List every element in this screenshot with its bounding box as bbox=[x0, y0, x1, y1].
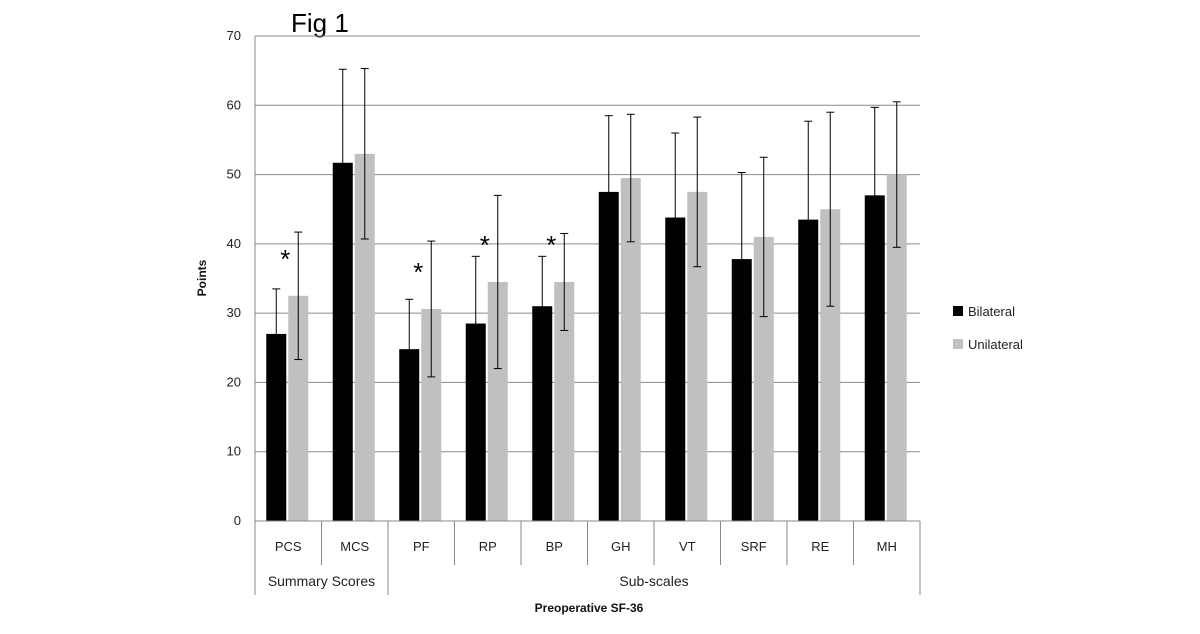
y-axis-title: Points bbox=[195, 259, 209, 296]
x-group-label-0: Summary Scores bbox=[268, 573, 375, 589]
y-tick-label-70: 70 bbox=[227, 28, 241, 43]
bar-unilateral-vt bbox=[687, 191, 708, 521]
legend-label-unilateral: Unilateral bbox=[968, 337, 1023, 352]
x-axis: PCS MCS PF RP BP GH VT SRF RE MH Summary Scores Sub… bbox=[254, 36, 921, 595]
x-tick-label-pf: PF bbox=[413, 539, 430, 554]
x-tick-label-bp: BP bbox=[546, 539, 563, 554]
bar-bilateral-re bbox=[798, 219, 819, 521]
bar-bilateral-mh bbox=[864, 195, 885, 521]
error-bar-bilateral-srf bbox=[737, 171, 746, 347]
x-axis-title: Preoperative SF-36 bbox=[535, 601, 644, 615]
bar-unilateral-mh bbox=[886, 174, 907, 522]
error-bar-bilateral-pf bbox=[405, 298, 414, 400]
error-bar-unilateral-mh bbox=[892, 101, 901, 248]
x-tick-label-mh: MH bbox=[877, 539, 897, 554]
bar-bilateral-pf bbox=[399, 349, 420, 521]
error-bar-bilateral-mcs bbox=[338, 68, 347, 257]
bar-bilateral-rp bbox=[465, 323, 486, 521]
y-tick-label-20: 20 bbox=[227, 374, 241, 389]
y-axis-ticks: 0 10 20 30 40 50 60 70 bbox=[227, 28, 241, 528]
y-tick-label-60: 60 bbox=[227, 97, 241, 112]
bar-unilateral-rp bbox=[487, 281, 508, 521]
x-tick-label-rp: RP bbox=[479, 539, 497, 554]
significance-marker-bp: * bbox=[546, 230, 556, 260]
error-bar-bilateral-gh bbox=[604, 115, 613, 269]
bar-unilateral-mcs bbox=[354, 153, 375, 522]
legend-swatch-bilateral bbox=[953, 306, 963, 316]
error-bar-bilateral-pcs bbox=[272, 288, 281, 380]
bar-unilateral-pf bbox=[421, 308, 442, 521]
error-bar-unilateral-vt bbox=[693, 116, 702, 268]
significance-marker-pf: * bbox=[413, 257, 423, 287]
bar-unilateral-pcs bbox=[288, 295, 309, 521]
x-tick-label-pcs: PCS bbox=[275, 539, 302, 554]
significance-marker-pcs: * bbox=[280, 244, 290, 274]
bar-bilateral-gh bbox=[598, 191, 619, 521]
x-tick-label-srf: SRF bbox=[741, 539, 767, 554]
error-bar-bilateral-rp bbox=[471, 255, 480, 392]
significance-marker-rp: * bbox=[480, 230, 490, 260]
error-bar-bilateral-re bbox=[804, 120, 813, 319]
error-bar-unilateral-srf bbox=[759, 156, 768, 318]
x-group-label-1: Sub-scales bbox=[619, 573, 688, 589]
bar-bilateral-bp bbox=[532, 306, 553, 521]
bar-bilateral-vt bbox=[665, 217, 686, 521]
error-bar-unilateral-bp bbox=[560, 232, 569, 331]
bar-unilateral-gh bbox=[620, 178, 641, 522]
y-tick-label-30: 30 bbox=[227, 305, 241, 320]
legend-item-unilateral: Unilateral bbox=[953, 337, 1023, 352]
error-bar-bilateral-vt bbox=[671, 132, 680, 303]
error-bar-unilateral-pf bbox=[427, 240, 436, 378]
bars bbox=[266, 153, 907, 522]
error-bar-bilateral-mh bbox=[870, 106, 879, 284]
bar-bilateral-mcs bbox=[332, 162, 353, 522]
y-tick-label-0: 0 bbox=[234, 513, 241, 528]
y-tick-label-10: 10 bbox=[227, 444, 241, 459]
legend-swatch-unilateral bbox=[953, 339, 963, 349]
bar-unilateral-srf bbox=[753, 236, 774, 521]
significance-markers: * * * * bbox=[280, 230, 556, 287]
y-tick-label-40: 40 bbox=[227, 236, 241, 251]
error-bars bbox=[272, 68, 901, 400]
chart-title: Fig 1 bbox=[291, 8, 349, 38]
y-tick-label-50: 50 bbox=[227, 167, 241, 182]
bar-bilateral-pcs bbox=[266, 333, 287, 521]
x-tick-label-vt: VT bbox=[679, 539, 696, 554]
error-bar-unilateral-rp bbox=[493, 194, 502, 370]
legend-label-bilateral: Bilateral bbox=[968, 304, 1015, 319]
error-bar-unilateral-re bbox=[826, 111, 835, 307]
error-bar-bilateral-bp bbox=[538, 255, 547, 357]
error-bar-unilateral-gh bbox=[626, 113, 635, 243]
error-bar-unilateral-mcs bbox=[360, 68, 369, 240]
legend-item-bilateral: Bilateral bbox=[953, 304, 1015, 319]
error-bar-unilateral-pcs bbox=[294, 231, 303, 361]
bar-bilateral-srf bbox=[731, 259, 752, 521]
x-tick-label-gh: GH bbox=[611, 539, 631, 554]
x-tick-label-mcs: MCS bbox=[340, 539, 369, 554]
x-tick-label-re: RE bbox=[811, 539, 829, 554]
bar-unilateral-bp bbox=[554, 281, 575, 521]
legend: Bilateral Unilateral bbox=[953, 304, 1023, 352]
bar-unilateral-re bbox=[820, 209, 841, 521]
